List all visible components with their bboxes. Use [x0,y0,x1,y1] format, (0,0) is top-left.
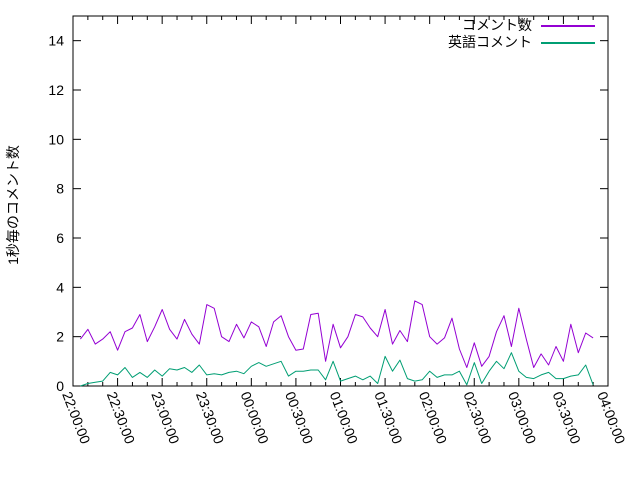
x-tick-label: 01:00:00 [327,389,362,446]
x-tick-label: 22:30:00 [104,389,139,446]
y-tick-label: 8 [56,181,64,197]
y-tick-label: 10 [48,131,64,147]
y-tick-label: 6 [56,230,64,246]
x-tick-label: 03:30:00 [550,389,585,446]
x-tick-label: 01:30:00 [371,389,406,446]
legend-label-english-comments: 英語コメント [448,34,532,50]
legend-label-comments: コメント数 [462,17,532,33]
y-tick-label: 12 [48,82,64,98]
legend-item-english-comments: 英語コメント [300,34,595,51]
y-axis-title: 1秒毎のコメント数 [5,145,21,265]
legend: コメント数 英語コメント [300,17,595,51]
legend-item-comments: コメント数 [300,17,595,34]
x-tick-label: 02:30:00 [460,389,495,446]
legend-line-sample-english-comments [541,41,595,44]
y-tick-label: 14 [48,33,64,49]
x-tick-label: 23:30:00 [193,389,228,446]
x-tick-label: 23:00:00 [148,389,183,446]
y-tick-label: 0 [56,378,64,394]
x-tick-label: 22:00:00 [59,389,94,446]
x-tick-label: 00:30:00 [282,389,317,446]
y-tick-label: 4 [56,279,64,295]
series-line-english-comments [80,352,594,387]
x-tick-label: 03:00:00 [505,389,540,446]
y-tick-label: 2 [56,329,64,345]
x-tick-label: 02:00:00 [416,389,451,446]
x-tick-label: 04:00:00 [594,389,629,446]
legend-line-sample-comments [541,24,595,27]
x-tick-label: 00:00:00 [238,389,273,446]
series-line-comments [80,300,594,368]
